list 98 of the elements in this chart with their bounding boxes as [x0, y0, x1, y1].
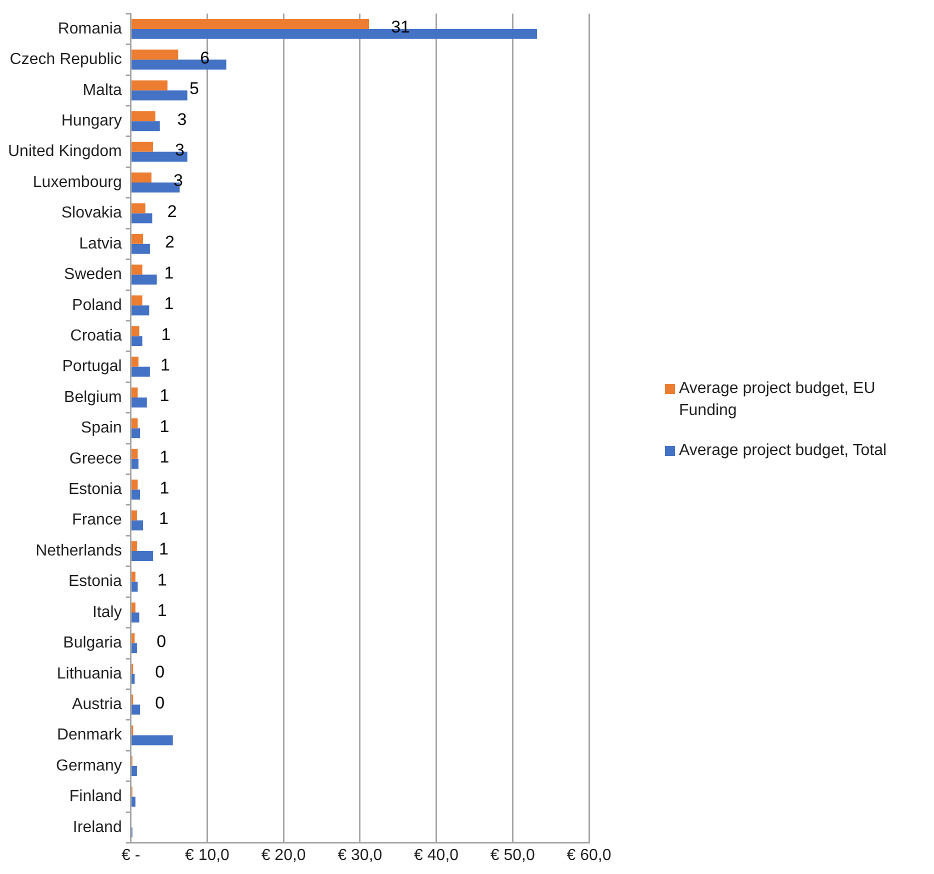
bar [132, 388, 138, 398]
x-tick-label: € - [122, 846, 140, 864]
bar [132, 520, 144, 530]
y-tick-label: France [72, 512, 122, 529]
bar [132, 602, 136, 612]
data-label: 1 [160, 448, 170, 467]
y-tick-label: Germany [56, 757, 122, 774]
data-label: 3 [177, 110, 187, 129]
data-label: 1 [160, 386, 170, 406]
bar [132, 172, 152, 183]
data-label: 1 [160, 478, 170, 498]
bar [132, 397, 147, 408]
bar [132, 704, 140, 715]
bar [132, 326, 140, 336]
data-label: 2 [165, 232, 175, 252]
bar [132, 244, 150, 254]
bar [132, 142, 153, 152]
y-tick-label: Portugal [62, 358, 122, 376]
bar [132, 111, 156, 122]
bar [132, 50, 178, 60]
bar [132, 121, 160, 132]
y-tick-label: Austria [72, 696, 122, 714]
bar [132, 274, 157, 285]
x-tick-label: € 50,0 [490, 846, 535, 864]
data-label: 1 [157, 601, 167, 620]
y-tick-label: Hungary [61, 112, 122, 130]
y-tick-label: Sweden [64, 266, 122, 284]
data-label: 1 [164, 294, 174, 314]
y-tick-label: Estonia [68, 481, 122, 498]
data-label: 1 [160, 416, 170, 436]
y-tick-label: Latvia [79, 235, 122, 252]
bar [132, 213, 152, 224]
x-tick-label: € 40,0 [414, 846, 459, 864]
y-tick-label: Belgium [64, 388, 122, 406]
bar [132, 490, 140, 500]
bar [132, 295, 142, 306]
bar [132, 735, 173, 746]
data-label: 2 [167, 202, 177, 221]
y-tick-label: Netherlands [36, 542, 122, 560]
y-tick-label: Poland [72, 296, 122, 314]
bar [132, 612, 140, 622]
bar [132, 90, 188, 100]
bar [132, 448, 138, 459]
x-tick-label: € 20,0 [261, 846, 306, 864]
y-tick-label: Bulgaria [63, 634, 122, 652]
data-label: 5 [189, 79, 199, 98]
bar [132, 541, 137, 552]
x-tick-label: € 30,0 [338, 846, 382, 864]
data-label: 1 [164, 263, 174, 282]
data-label: 0 [156, 632, 166, 651]
y-tick-label: Malta [82, 82, 122, 99]
bar [132, 305, 150, 316]
y-tick-label: Italy [92, 604, 122, 621]
y-tick-label: Finland [69, 788, 122, 806]
y-tick-label: United Kingdom [8, 143, 122, 160]
y-tick-label: Croatia [70, 327, 122, 344]
y-tick-label: Greece [69, 450, 122, 468]
x-tick-label: € 60,0 [566, 846, 612, 864]
bar [132, 458, 138, 469]
bar [132, 572, 136, 582]
bar [132, 356, 138, 367]
y-tick-label: Lithuania [56, 665, 122, 682]
bar [132, 264, 142, 275]
y-tick-label: Spain [80, 420, 122, 437]
bar [132, 366, 150, 377]
bar [132, 674, 135, 684]
bar [132, 551, 153, 562]
bar [132, 766, 137, 776]
bar [132, 633, 135, 644]
y-tick-label: Denmark [56, 726, 123, 744]
data-label: 1 [161, 324, 171, 344]
data-label: 1 [158, 509, 168, 528]
bar [132, 234, 144, 244]
y-tick-label: Slovakia [61, 204, 122, 222]
y-tick-label: Estonia [68, 573, 122, 590]
legend-label: Average project budget, Total [679, 441, 887, 461]
y-tick-label: Czech Republic [10, 51, 122, 68]
bar [132, 418, 138, 428]
bar [132, 18, 370, 29]
data-label: 0 [155, 693, 165, 712]
bar [132, 643, 137, 654]
data-label: 1 [158, 540, 168, 559]
bar [132, 336, 142, 346]
y-tick-label: Romania [58, 20, 122, 38]
y-tick-label: Luxembourg [32, 174, 122, 191]
bar [132, 796, 136, 807]
data-label: 1 [157, 570, 167, 590]
data-label: 1 [160, 355, 170, 374]
y-tick-label: Ireland [72, 818, 122, 836]
bar [132, 80, 168, 90]
x-tick-label: € 10,0 [184, 846, 230, 864]
bar [132, 428, 140, 438]
bar [132, 510, 137, 520]
legend-label: Average project budget, EU Funding [679, 379, 876, 421]
bar [132, 582, 138, 592]
bar [132, 203, 146, 214]
data-label: 0 [155, 662, 165, 682]
bar [132, 480, 138, 490]
